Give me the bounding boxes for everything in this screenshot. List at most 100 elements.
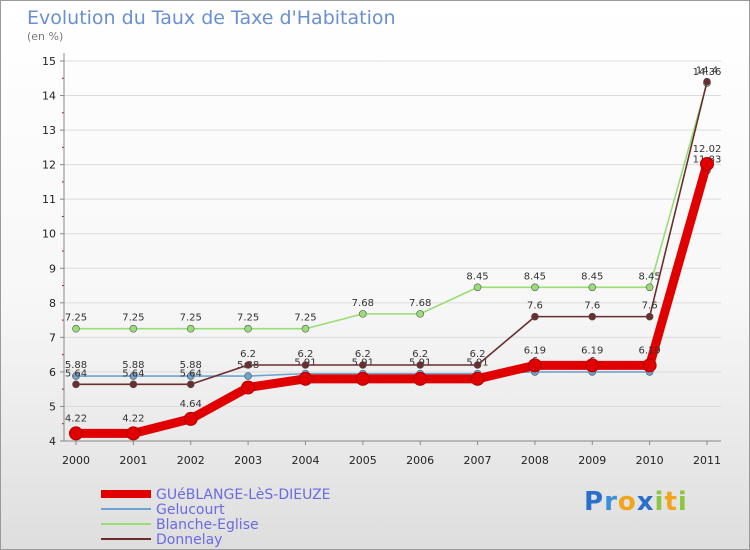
data-label: 5.88 [65,360,87,371]
y-tick-label: 12 [42,159,56,172]
data-point [473,283,482,292]
data-label: 6.2 [412,349,428,360]
data-point [244,372,252,380]
data-label: 6.19 [639,345,661,356]
data-point [416,310,424,318]
data-label: 6.2 [355,349,371,360]
data-label: 6.19 [581,345,603,356]
data-point [183,411,198,426]
series-line [75,82,708,330]
data-label: 8.45 [466,271,488,282]
data-point [72,324,80,333]
data-point [301,361,310,369]
logo-letter: o [617,487,637,517]
data-label: 8.45 [524,271,546,282]
logo-letter: r [604,487,618,517]
legend-label: Donnelay [156,532,222,548]
data-point [642,358,657,373]
data-point [72,372,80,380]
data-label: 7.6 [584,301,600,312]
x-tick-label: 2008 [521,454,549,467]
data-point [355,371,370,386]
data-point [588,312,597,321]
series-3: 5.64 5.64 5.64 6.2 6.2 6.2 6.2 6.2 7.6 7.6 7.6 14.4 [65,66,718,389]
series-2: 7.25 7.25 7.25 7.25 7.25 7.68 7.68 8.45 8.45 8.45… [65,67,722,333]
x-tick-label: 2010 [636,454,664,467]
data-point [186,324,195,333]
data-label: 5.64 [180,368,202,379]
data-label: 14.36 [693,67,722,78]
logo-letter: i [654,487,665,517]
logo-letter: x [636,487,655,517]
data-point [527,358,542,373]
data-label: 5.64 [122,368,144,379]
x-tick-label: 2002 [177,454,205,467]
data-point [129,380,138,389]
data-point [69,426,83,441]
data-point [416,361,424,369]
legend-label: Blanche-Eglise [156,517,259,533]
data-label: 5.88 [122,360,144,371]
logo-letter: t [664,487,678,517]
data-point [645,283,654,292]
data-point [645,312,654,321]
data-label: 6.19 [524,345,546,356]
y-axis-unit: (en %) [27,30,64,43]
x-tick-label: 2009 [578,454,606,467]
data-point [244,361,252,369]
y-tick-label: 11 [42,193,56,206]
data-label: 6.2 [470,349,486,360]
series-line [75,169,708,377]
data-point [186,380,195,389]
data-point [186,372,195,380]
data-point [700,156,714,171]
data-point [703,77,711,86]
data-label: 7.25 [65,313,87,324]
data-label: 4.22 [122,413,144,424]
y-tick-label: 6 [49,366,56,379]
data-point [413,371,428,386]
data-point [298,371,313,386]
data-label: 7.25 [122,313,144,324]
y-tick-label: 10 [42,228,56,241]
data-label: 8.45 [581,271,603,282]
y-tick-label: 13 [42,124,56,137]
data-label: 6.2 [240,349,256,360]
data-label: 7.6 [642,301,658,312]
y-tick-label: 4 [49,435,56,448]
x-tick-label: 2003 [234,454,262,467]
data-point [585,358,600,373]
data-label: 7.25 [237,313,259,324]
proxiti-logo: Proxiti [584,487,688,517]
data-label: 7.25 [294,313,316,324]
data-point [531,283,539,292]
x-tick-label: 2011 [693,454,721,467]
series-1: 5.885.885.885.885.915.915.915.9166611.83 [65,155,721,380]
logo-letter: P [584,487,605,517]
data-point [359,310,367,318]
data-point [72,380,80,389]
data-label: 12.02 [693,144,722,155]
data-point [470,371,485,386]
series-line [75,80,708,386]
data-point [129,324,138,333]
data-label: 7.68 [409,298,431,309]
y-tick-label: 7 [49,331,56,344]
data-point [359,361,367,369]
x-tick-label: 2005 [349,454,377,467]
data-label: 14.4 [696,66,718,77]
y-tick-label: 14 [42,90,56,103]
data-point [129,372,138,380]
data-label: 7.25 [180,313,202,324]
data-label: 5.88 [180,360,202,371]
x-tick-label: 2004 [291,454,319,467]
x-tick-label: 2001 [119,454,147,467]
data-point [588,283,597,292]
data-point [301,324,310,333]
data-label: 4.22 [65,413,87,424]
data-label: 6.2 [298,349,314,360]
logo-letter: i [677,487,688,517]
data-point [241,380,256,395]
y-tick-label: 15 [42,55,56,68]
